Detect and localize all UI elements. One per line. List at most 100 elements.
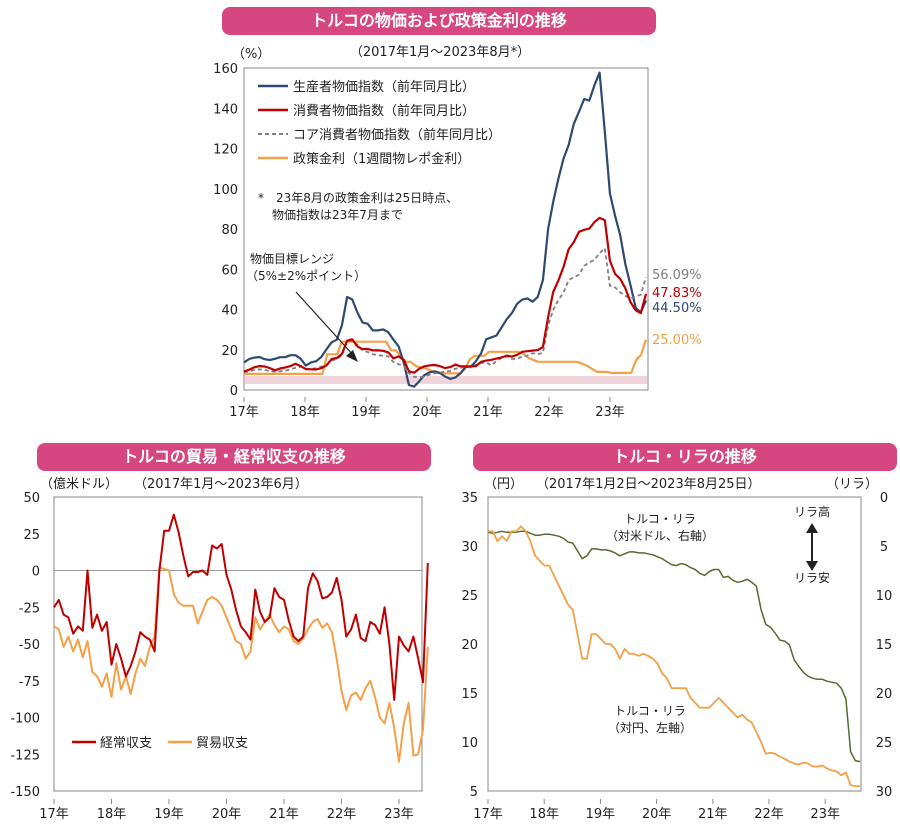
- chart1-period: （2017年1月～2023年8月*）: [350, 45, 530, 60]
- chart2-y-ticks: 50 25 0 -25 -50 -75 -100 -125 -150: [10, 491, 40, 800]
- chart2-ytick-5: -75: [19, 675, 40, 690]
- chart3-series: [487, 525, 861, 787]
- chart1-ytick-2: 120: [213, 143, 238, 158]
- chart1-xtick-5: 22年: [534, 405, 564, 420]
- chart3-xtick-6: 23年: [810, 807, 840, 822]
- chart2-ytick-7: -125: [10, 748, 40, 763]
- label-usd-1: トルコ・リラ: [624, 512, 696, 526]
- label-jpy-2: （対円、左軸）: [608, 720, 692, 735]
- chart3-ytick-left-3: 20: [461, 638, 478, 653]
- chart2-title: トルコの貿易・経常収支の推移: [37, 443, 431, 471]
- chart3-y-ticks-left: 35 30 25 20 15 10 5: [461, 491, 478, 800]
- chart3-ytick-right-1: 5: [880, 540, 888, 555]
- arrow-top-label: リラ高: [794, 504, 830, 519]
- chart2-xtick-4: 21年: [269, 807, 299, 822]
- chart3-unit-left: （円）: [484, 477, 523, 492]
- chart3-xtick-5: 22年: [754, 807, 784, 822]
- chart1-ytick-4: 80: [221, 223, 238, 238]
- series-policy: [244, 339, 648, 375]
- chart2-ytick-0: 50: [23, 491, 40, 506]
- chart2-series: [53, 513, 429, 763]
- chart1-ytick-1: 140: [213, 102, 238, 117]
- legend-cpi: 消費者物価指数（前年同月比）: [293, 103, 475, 119]
- chart1-xtick-4: 21年: [473, 405, 503, 420]
- legend-core: コア消費者物価指数（前年同月比）: [293, 127, 501, 143]
- chart1-xtick-1: 18年: [290, 405, 320, 420]
- chart2-xtick-0: 17年: [39, 807, 69, 822]
- lira-arrow-down: [806, 561, 818, 571]
- end-label-policy: 25.00%: [652, 333, 702, 348]
- chart1-ytick-5: 60: [221, 263, 238, 278]
- chart1-range-arrow: [295, 291, 355, 357]
- chart1-ytick-3: 100: [213, 183, 238, 198]
- chart1-xtick-3: 20年: [412, 405, 442, 420]
- legend-ppi: 生産者物価指数（前年同月比）: [293, 79, 475, 95]
- chart1-note-2: 物価指数は23年7月まで: [272, 207, 403, 222]
- chart3-ytick-left-1: 30: [461, 540, 478, 555]
- chart3-x-ticks: 17年 18年 19年 20年 21年 22年 23年: [473, 799, 840, 822]
- legend-trade: 貿易収支: [196, 736, 248, 751]
- chart1-note-1: * 23年8月の政策金利は25日時点、: [258, 190, 458, 205]
- chart2-xtick-1: 18年: [97, 807, 127, 822]
- series-core: [243, 247, 647, 379]
- chart3-ytick-left-4: 15: [461, 687, 478, 702]
- chart1-series: [243, 71, 648, 388]
- chart1-plot-frame: [243, 67, 649, 391]
- chart1-range-label-1: 物価目標レンジ: [250, 252, 334, 266]
- chart3-ytick-right-2: 10: [876, 589, 893, 604]
- chart2-ytick-8: -150: [10, 785, 40, 800]
- chart2-period: （2017年1月～2023年6月）: [134, 477, 308, 492]
- chart2-ytick-1: 25: [23, 528, 40, 543]
- series-ppi: [243, 71, 648, 388]
- chart2-ytick-6: -100: [10, 712, 40, 727]
- chart3-ytick-left-2: 25: [461, 589, 478, 604]
- chart1-xtick-0: 17年: [229, 405, 259, 420]
- chart2-xtick-2: 19年: [154, 807, 184, 822]
- chart1-xtick-6: 23年: [595, 405, 625, 420]
- chart2-ytick-2: 0: [32, 565, 40, 580]
- chart3-ytick-left-6: 5: [470, 785, 478, 800]
- chart1-x-ticks: 17年 18年 19年 20年 21年 22年 23年: [229, 397, 625, 420]
- chart3-unit-right: （リラ）: [826, 477, 878, 492]
- label-jpy-1: トルコ・リラ: [614, 704, 686, 718]
- chart1-target-band: [244, 375, 648, 384]
- chart2-plot-frame: [53, 496, 423, 792]
- chart1-title: トルコの物価および政策金利の推移: [222, 7, 656, 35]
- chart2-xtick-3: 20年: [212, 807, 242, 822]
- chart2-ytick-3: -25: [19, 601, 40, 616]
- chart3-title: トルコ・リラの推移: [473, 443, 897, 471]
- chart1-ytick-7: 20: [221, 344, 238, 359]
- end-label-cpi: 47.83%: [652, 286, 702, 301]
- chart1-range-label-2: （5%±2%ポイント）: [246, 269, 366, 283]
- chart3-xtick-0: 17年: [473, 807, 503, 822]
- series-lira-usd: [487, 530, 861, 763]
- series-cpi: [243, 216, 648, 374]
- chart3-ytick-right-5: 25: [876, 736, 893, 751]
- chart3-plot-frame: [487, 496, 862, 792]
- chart3-ytick-right-0: 0: [880, 491, 888, 506]
- chart2: （億米ドル） （2017年1月～2023年6月） 50 25 0 -25 -50 -75 -…: [10, 476, 429, 822]
- chart1-ytick-8: 0: [230, 384, 238, 399]
- chart3-ytick-right-6: 30: [876, 785, 893, 800]
- chart3-y-ticks-right: 0 5 10 15 20 25 30: [876, 491, 893, 800]
- end-label-ppi: 44.50%: [652, 301, 702, 316]
- chart1: （%） （2017年1月～2023年8月*） 160 140 120 100 80 60 4…: [213, 45, 701, 420]
- end-label-core: 56.09%: [652, 268, 702, 283]
- chart2-unit: （億米ドル）: [40, 476, 118, 492]
- chart1-unit: （%）: [232, 47, 270, 62]
- series-trade: [53, 566, 429, 763]
- arrow-bottom-label: リラ安: [794, 570, 830, 585]
- chart1-xtick-2: 19年: [351, 405, 381, 420]
- lira-arrow-up: [806, 523, 818, 533]
- chart3-ytick-left-5: 10: [461, 736, 478, 751]
- chart1-y-ticks: 160 140 120 100 80 60 40 20 0: [213, 62, 238, 399]
- chart3-ytick-left-0: 35: [461, 491, 478, 506]
- chart3-xtick-4: 21年: [698, 807, 728, 822]
- chart3-xtick-3: 20年: [642, 807, 672, 822]
- series-lira-jpy: [488, 525, 860, 787]
- chart2-xtick-5: 22年: [327, 807, 357, 822]
- chart3: （円） （2017年1月2日～2023年8月25日） （リラ） 35 30 25 20…: [461, 477, 892, 822]
- chart1-ytick-0: 160: [213, 62, 238, 77]
- chart3-ytick-right-4: 20: [876, 687, 893, 702]
